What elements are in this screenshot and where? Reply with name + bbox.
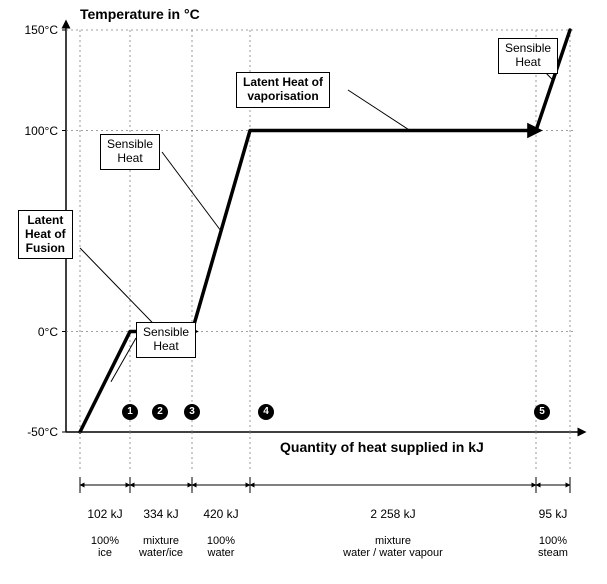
y-tick-label: -50°C [10,425,58,439]
segment-phase-label: 100% ice [91,535,119,559]
phase-marker: 3 [184,404,200,420]
phase-diagram: Temperature in °C Quantity of heat suppl… [0,0,607,584]
segment-kj-value: 102 kJ [87,507,122,521]
box-sensible-3: Sensible Heat [498,38,558,74]
box-latent-vapor: Latent Heat of vaporisation [236,72,330,108]
phase-marker: 5 [534,404,550,420]
y-tick-label: 0°C [10,325,58,339]
y-tick-label: 100°C [10,124,58,138]
segment-kj-value: 2 258 kJ [370,507,415,521]
phase-marker: 4 [258,404,274,420]
segment-phase-label: 100% steam [538,535,568,559]
y-axis-title: Temperature in °C [80,6,200,22]
y-tick-label: 150°C [10,23,58,37]
segment-phase-label: mixture water/ice [139,535,183,559]
box-sensible-2: Sensible Heat [100,134,160,170]
segment-kj-value: 334 kJ [143,507,178,521]
phase-marker: 1 [122,404,138,420]
x-axis-title: Quantity of heat supplied in kJ [280,439,484,455]
segment-phase-label: 100% water [207,535,235,559]
segment-phase-label: mixture water / water vapour [343,535,443,559]
box-latent-fusion: Latent Heat of Fusion [18,210,73,259]
box-sensible-1: Sensible Heat [136,322,196,358]
phase-marker: 2 [152,404,168,420]
segment-kj-value: 95 kJ [539,507,568,521]
segment-kj-value: 420 kJ [203,507,238,521]
